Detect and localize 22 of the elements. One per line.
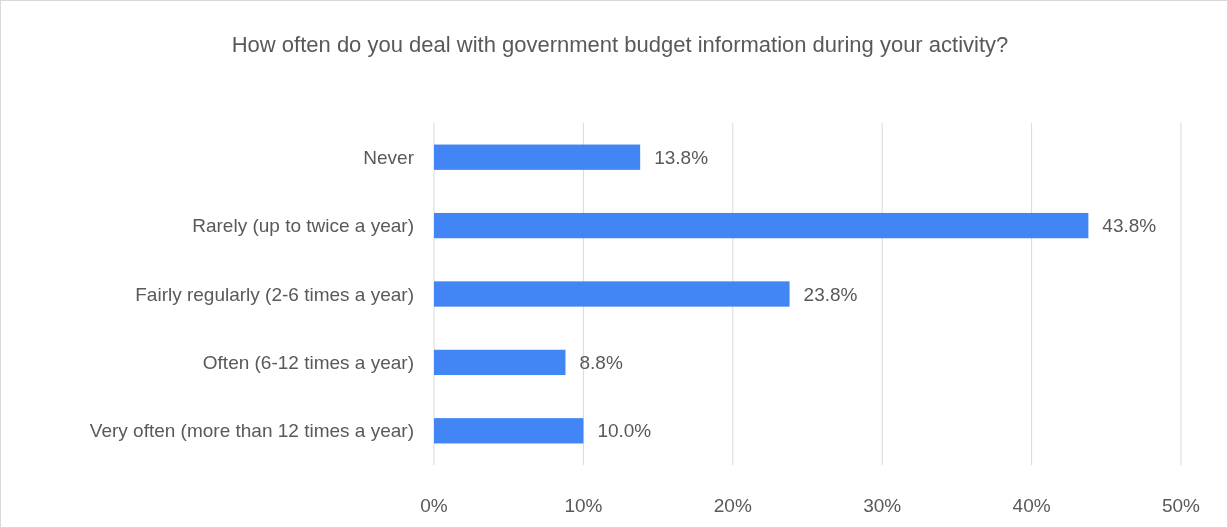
data-label: 13.8%	[654, 146, 709, 168]
data-label: 10.0%	[597, 420, 652, 442]
bar	[434, 144, 641, 170]
y-tick-label: Never	[363, 146, 415, 168]
data-label: 43.8%	[1102, 215, 1157, 237]
y-tick-label: Often (6-12 times a year)	[202, 352, 414, 374]
bar	[434, 418, 584, 444]
data-label: 8.8%	[579, 352, 623, 374]
data-label: 23.8%	[803, 283, 858, 305]
x-tick-label: 50%	[1161, 494, 1201, 516]
y-tick-label: Fairly regularly (2-6 times a year)	[135, 283, 414, 305]
y-tick-label: Rarely (up to twice a year)	[192, 215, 414, 237]
bar	[434, 212, 1089, 239]
x-tick-label: 30%	[863, 494, 902, 516]
x-tick-label: 40%	[1012, 494, 1051, 516]
bar	[434, 349, 566, 376]
bar	[434, 281, 790, 307]
x-tick-label: 20%	[713, 494, 752, 516]
x-tick-label: 10%	[564, 494, 603, 516]
y-tick-label: Very often (more than 12 times a year)	[89, 420, 414, 442]
x-tick-label: 0%	[420, 494, 448, 516]
chart-title: How often do you deal with government budget information during your activity?	[231, 32, 1009, 57]
